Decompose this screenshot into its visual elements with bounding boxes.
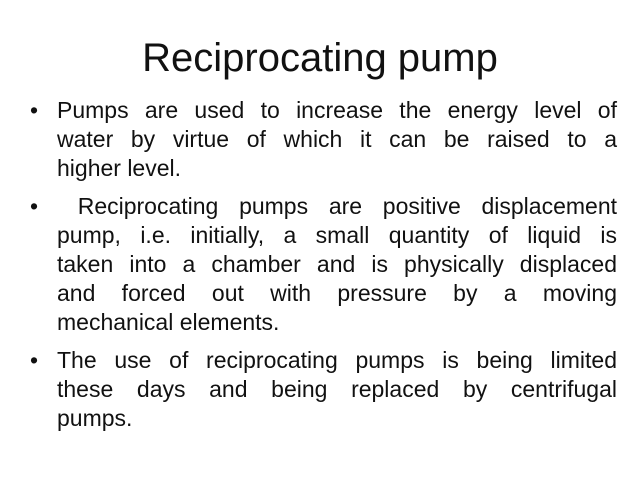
text-line: these days and being replaced by centrif… (57, 376, 617, 402)
text-line: pump, i.e. initially, a small quantity o… (57, 222, 617, 248)
slide-title: Reciprocating pump (142, 36, 498, 80)
bullet-icon: • (30, 97, 39, 123)
text-line: pumps. (57, 405, 133, 431)
text-line: water by virtue of which it can be raise… (57, 126, 617, 152)
text-line: Reciprocating pumps are positive displac… (57, 193, 617, 219)
text-line: mechanical elements. (57, 309, 280, 335)
text-line: and forced out with pressure by a moving (57, 280, 617, 306)
text-line: Pumps are used to increase the energy le… (57, 97, 617, 123)
text-line: taken into a chamber and is physically d… (57, 251, 617, 277)
text-line: higher level. (57, 155, 182, 181)
bullet-item-pumps-energy: • Pumps are used to increase the energy … (0, 96, 640, 183)
bullet-item-positive-displacement: • Reciprocating pumps are positive displ… (0, 192, 640, 337)
bullet-paragraph: Reciprocating pumps are positive displac… (57, 192, 617, 337)
bullet-paragraph: The use of reciprocating pumps is being … (57, 346, 617, 433)
bullet-icon: • (30, 347, 39, 373)
bullet-list: • Pumps are used to increase the energy … (0, 96, 640, 433)
bullet-icon: • (30, 193, 39, 219)
bullet-paragraph: Pumps are used to increase the energy le… (57, 96, 617, 183)
text-line: The use of reciprocating pumps is being … (57, 347, 617, 373)
bullet-item-limited-use: • The use of reciprocating pumps is bein… (0, 346, 640, 433)
